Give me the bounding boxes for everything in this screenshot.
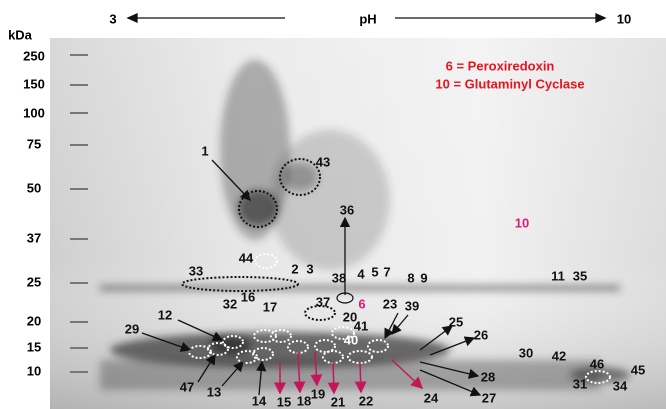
spot-label: 4 [357,266,365,281]
spot-label: 35 [573,268,587,283]
legend-item: 10 = Glutaminyl Cyclase [435,76,584,91]
kda-label: 150 [23,76,45,91]
spot-label: 22 [359,393,373,408]
spot-label: 2 [291,261,298,276]
spot-label: 40 [344,332,358,347]
spot-label: 5 [371,264,378,279]
spot-label: 8 [407,270,414,285]
kda-label: 10 [27,363,41,378]
spot-label: 46 [590,356,604,371]
spot-label: 30 [519,345,533,360]
ph-low: 3 [109,11,116,26]
spot-label: 3 [306,261,313,276]
spot-label: 16 [241,289,255,304]
spot-label: 12 [158,307,172,322]
spot-label: 41 [354,318,368,333]
gel-figure: 3 pH 10 kDa 6 = Peroxiredoxin 10 = Gluta… [0,0,666,409]
kda-labels: 250 150 100 75 50 37 25 20 15 10 [23,48,45,378]
spot-label: 28 [481,369,495,384]
spot-label: 42 [552,348,566,363]
spot-label: 26 [474,327,488,342]
spot-label: 27 [482,390,496,405]
spot-label: 25 [449,314,463,329]
kda-label: 250 [23,48,45,63]
spot-label: 11 [551,268,565,283]
spot-label: 13 [207,384,221,399]
spot-label: 38 [332,270,346,285]
spot-label: 23 [383,296,397,311]
spot-label: 24 [424,390,439,405]
spot-label: 45 [631,362,645,377]
kda-label: 100 [23,105,45,120]
spot-label: 14 [252,393,267,408]
kda-label: 25 [27,274,41,289]
kda-label: 37 [27,230,41,245]
spot-label: 31 [573,376,587,391]
legend-item: 6 = Peroxiredoxin [446,58,555,73]
spot-label: 44 [239,250,254,265]
ph-high: 10 [617,11,631,26]
spot-label: 18 [297,393,311,408]
spot-label: 39 [405,298,419,313]
spot-label: 17 [263,299,277,314]
spot-label: 33 [189,263,203,278]
spot-label: 32 [223,296,237,311]
spot-label: 6 [358,296,365,311]
kda-label: 75 [27,136,41,151]
spot-label: 21 [331,394,345,409]
spot-label: 9 [420,270,427,285]
spot-label: 10 [515,215,529,230]
spot-label: 19 [311,386,325,401]
kda-label: 15 [27,339,41,354]
spot-label: 37 [316,294,330,309]
spot-label: 7 [383,264,390,279]
spot-label: 34 [613,378,628,393]
spot-label: 1 [201,143,208,158]
ph-label: pH [359,11,376,26]
kda-label: 50 [27,180,41,195]
spot-label: 29 [125,321,139,336]
spot-label: 15 [277,394,291,409]
kda-unit: kDa [8,27,33,42]
spot-label: 43 [316,154,330,169]
spot-label: 47 [180,379,194,394]
kda-label: 20 [27,313,41,328]
spot-label: 36 [340,202,354,217]
